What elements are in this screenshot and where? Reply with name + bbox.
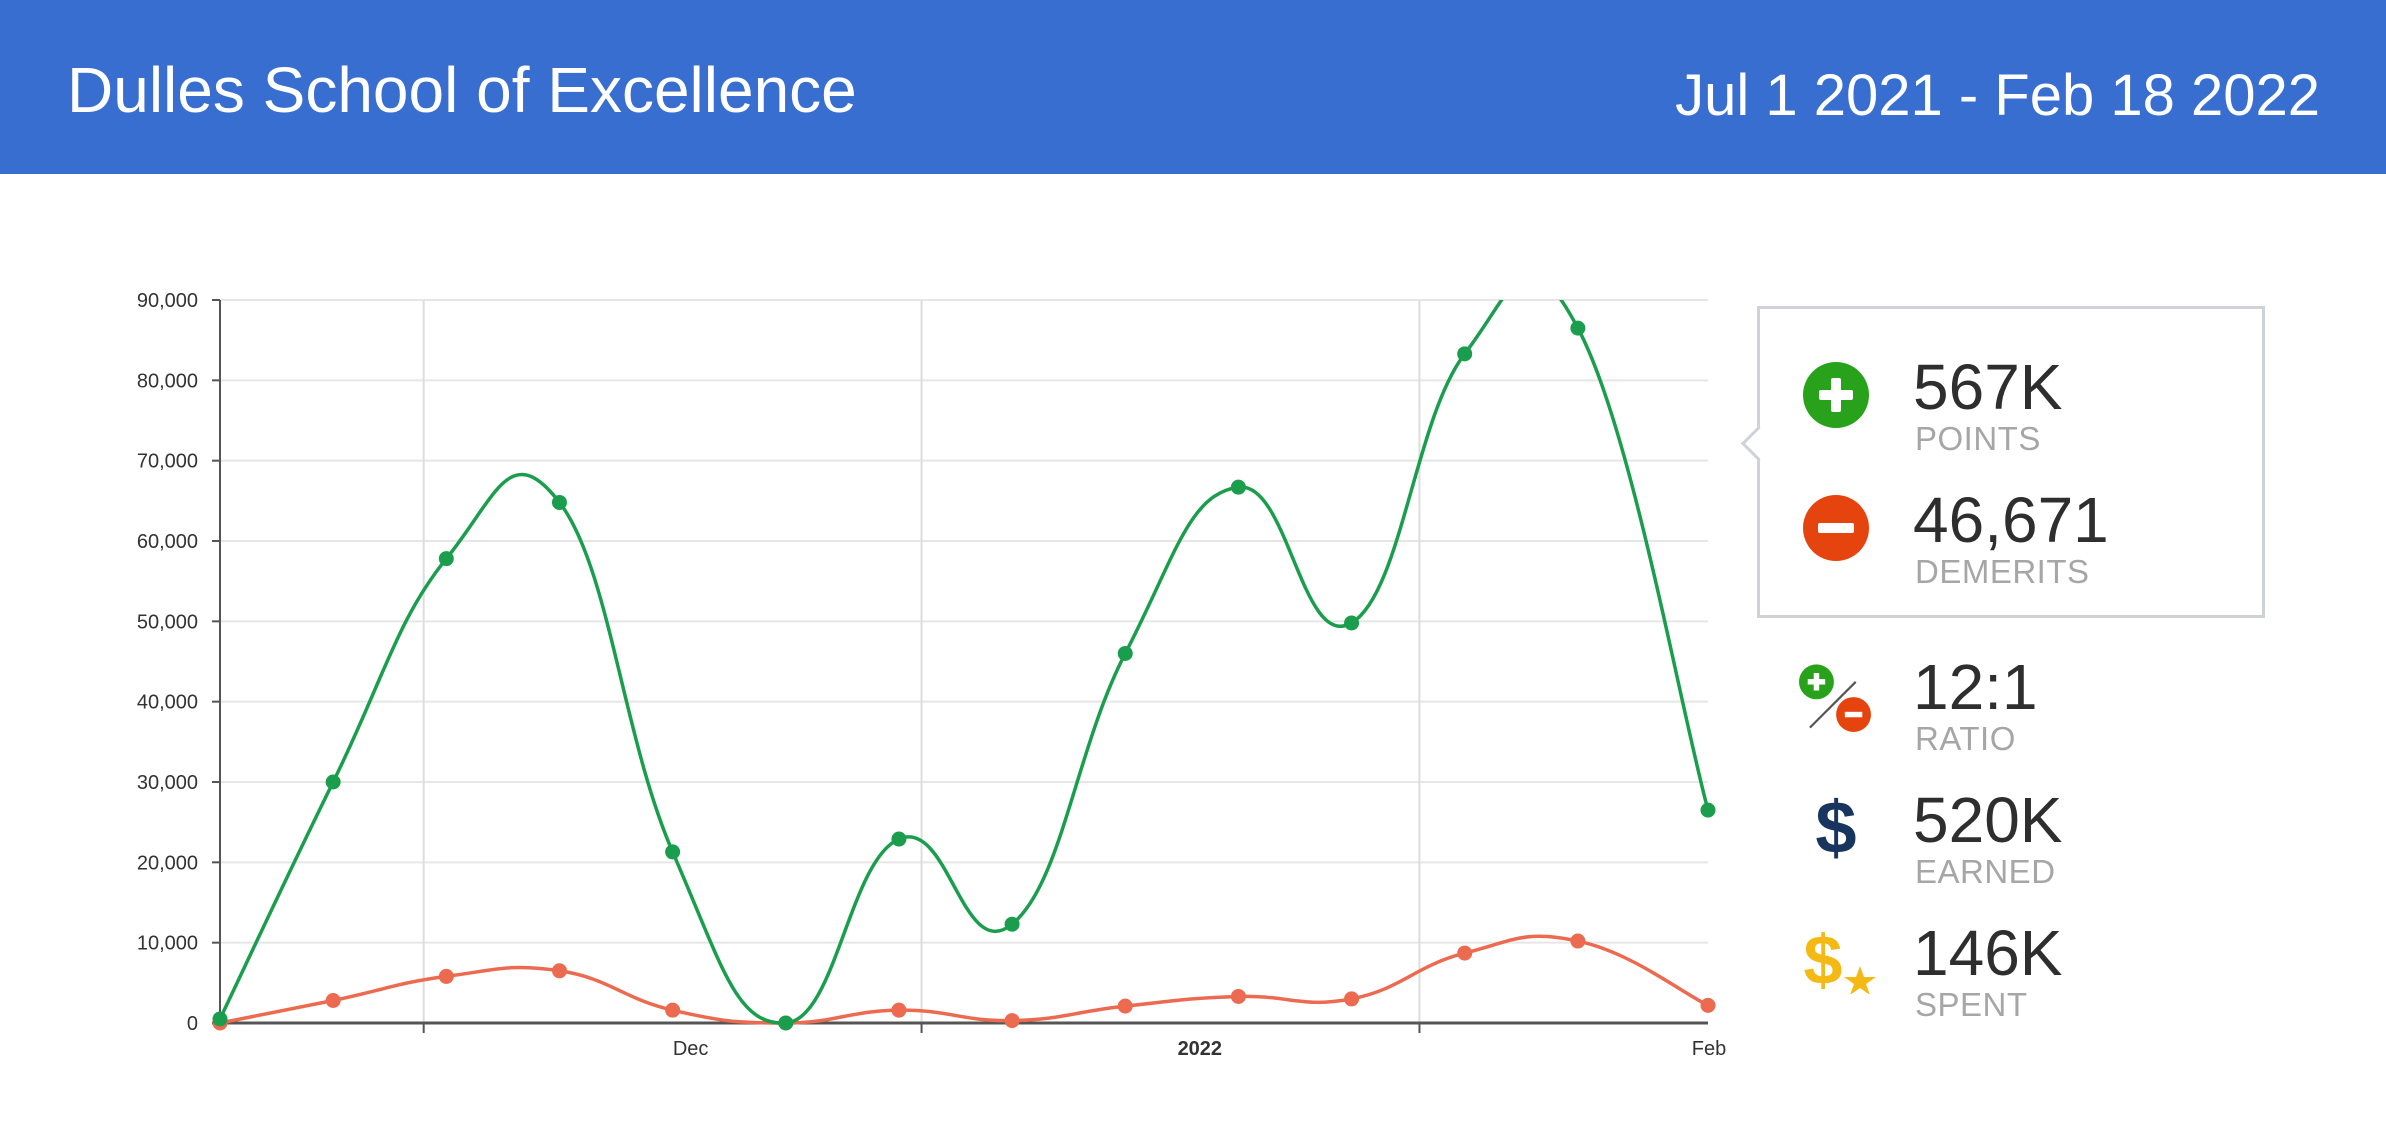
data-point: [891, 831, 907, 847]
data-point: [1700, 997, 1716, 1013]
minus-circle-icon: [1803, 495, 1869, 561]
data-point: [1230, 988, 1246, 1004]
ratio-label: RATIO: [1915, 720, 2016, 757]
x-tick-label: Dec: [673, 1038, 709, 1060]
spent-label: SPENT: [1915, 986, 2028, 1023]
y-tick-label: 50,000: [137, 611, 198, 633]
ratio-icon: [1799, 664, 1871, 732]
y-tick-label: 80,000: [137, 370, 198, 392]
data-point: [1570, 320, 1586, 336]
demerits-stat: 46,671 DEMERITS: [1803, 484, 2363, 605]
x-tick-label: Feb: [1692, 1038, 1726, 1060]
data-point: [891, 1002, 907, 1018]
data-point: [551, 963, 567, 979]
data-point: [325, 993, 341, 1009]
earned-stat: $ 520K EARNED: [1803, 784, 2363, 905]
data-point: [1457, 346, 1473, 362]
chart-series: [212, 300, 1716, 1031]
points-stat: 567K POINTS: [1803, 351, 2363, 472]
points-demerits-line-chart: 0 10,000 20,000 30,000 40,000 50,000 60,000 70,…: [137, 290, 1726, 1060]
svg-text:$: $: [1804, 928, 1843, 994]
points-demerits-panel: [1757, 306, 2265, 618]
points-label: POINTS: [1915, 420, 2041, 457]
data-point: [1004, 1013, 1020, 1029]
y-tick-label: 10,000: [137, 933, 198, 955]
y-tick-label: 20,000: [137, 852, 198, 874]
data-point: [1230, 479, 1246, 495]
school-name-title: Dulles School of Excellence: [67, 54, 857, 126]
data-point: [1344, 991, 1360, 1007]
earned-value: 520K: [1913, 784, 2063, 856]
y-tick-label: 30,000: [137, 772, 198, 794]
y-tick-label: 70,000: [137, 451, 198, 473]
y-tick-label: 60,000: [137, 531, 198, 553]
earned-label: EARNED: [1915, 853, 2056, 890]
data-point: [438, 968, 454, 984]
demerits-value: 46,671: [1913, 484, 2109, 556]
data-point: [1117, 998, 1133, 1014]
ratio-stat: 12:1 RATIO: [1799, 651, 2363, 772]
data-point: [1700, 802, 1716, 818]
spent-value: 146K: [1913, 917, 2063, 989]
data-point: [1344, 615, 1360, 631]
data-point: [1117, 645, 1133, 661]
chart-axes: 0 10,000 20,000 30,000 40,000 50,000 60,000 70,…: [137, 290, 1726, 1060]
svg-text:$: $: [1815, 795, 1856, 861]
date-range-label: Jul 1 2021 - Feb 18 2022: [1675, 63, 2320, 128]
data-point: [665, 1002, 681, 1018]
y-tick-label: 90,000: [137, 290, 198, 312]
data-point: [778, 1015, 794, 1031]
points-value: 567K: [1913, 351, 2063, 423]
data-point: [1004, 916, 1020, 932]
data-point: [665, 844, 681, 860]
plus-circle-icon: [1803, 362, 1869, 428]
y-tick-label: 0: [187, 1013, 198, 1035]
dollar-icon: $: [1815, 795, 1856, 861]
data-point: [1570, 933, 1586, 949]
spent-stat: $ 146K SPENT: [1803, 917, 2363, 1038]
data-point: [551, 494, 567, 510]
ratio-value: 12:1: [1913, 651, 2038, 723]
chart-grid: [220, 299, 1708, 1023]
header-bar: Dulles School of Excellence Jul 1 2021 -…: [0, 0, 2386, 174]
data-point: [438, 551, 454, 567]
y-tick-label: 40,000: [137, 692, 198, 714]
x-tick-label: 2022: [1178, 1038, 1223, 1060]
dollar-star-icon: $: [1804, 928, 1876, 994]
demerits-label: DEMERITS: [1915, 553, 2090, 590]
data-point: [212, 1011, 228, 1027]
series-line-0: [218, 300, 1710, 1025]
data-point: [1457, 945, 1473, 961]
data-point: [325, 774, 341, 790]
